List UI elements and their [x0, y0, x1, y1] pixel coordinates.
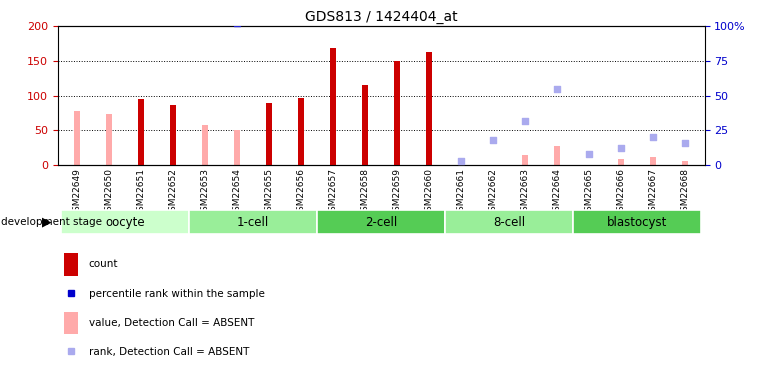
Bar — [298, 98, 304, 165]
Bar — [106, 114, 112, 165]
Text: oocyte: oocyte — [105, 216, 145, 229]
Point — [615, 146, 628, 152]
Point — [487, 137, 500, 143]
Bar — [394, 61, 400, 165]
Bar — [234, 130, 240, 165]
Point — [583, 151, 595, 157]
Bar — [317, 210, 445, 234]
Bar — [445, 210, 574, 234]
Bar — [138, 99, 144, 165]
Bar — [64, 253, 79, 276]
Text: percentile rank within the sample: percentile rank within the sample — [89, 289, 265, 298]
Point — [71, 0, 83, 4]
Title: GDS813 / 1424404_at: GDS813 / 1424404_at — [305, 10, 457, 24]
Point — [519, 118, 531, 124]
Text: value, Detection Call = ABSENT: value, Detection Call = ABSENT — [89, 318, 254, 328]
Bar — [362, 85, 368, 165]
Point — [679, 140, 691, 146]
Bar — [522, 154, 528, 165]
Text: development stage: development stage — [1, 217, 102, 227]
Bar — [618, 159, 624, 165]
Bar — [202, 125, 208, 165]
Bar — [330, 48, 336, 165]
Bar — [189, 210, 317, 234]
Point — [647, 134, 659, 140]
Bar — [682, 161, 688, 165]
Bar — [74, 111, 80, 165]
Text: 2-cell: 2-cell — [365, 216, 397, 229]
Point — [455, 158, 467, 164]
Point — [551, 86, 564, 92]
Point — [231, 19, 243, 25]
Bar — [61, 210, 189, 234]
Bar — [426, 52, 432, 165]
Text: 8-cell: 8-cell — [493, 216, 525, 229]
Point — [231, 21, 243, 27]
Bar — [554, 146, 561, 165]
Text: blastocyst: blastocyst — [607, 216, 668, 229]
Bar — [64, 312, 79, 334]
Text: 1-cell: 1-cell — [237, 216, 270, 229]
Point — [199, 13, 211, 20]
Point — [551, 9, 564, 15]
Bar — [574, 210, 701, 234]
Bar — [170, 105, 176, 165]
Bar — [266, 103, 272, 165]
Text: ▶: ▶ — [42, 216, 52, 229]
Point — [103, 0, 116, 2]
Bar — [650, 157, 656, 165]
Text: count: count — [89, 260, 119, 269]
Point — [199, 16, 211, 22]
Text: rank, Detection Call = ABSENT: rank, Detection Call = ABSENT — [89, 347, 249, 357]
